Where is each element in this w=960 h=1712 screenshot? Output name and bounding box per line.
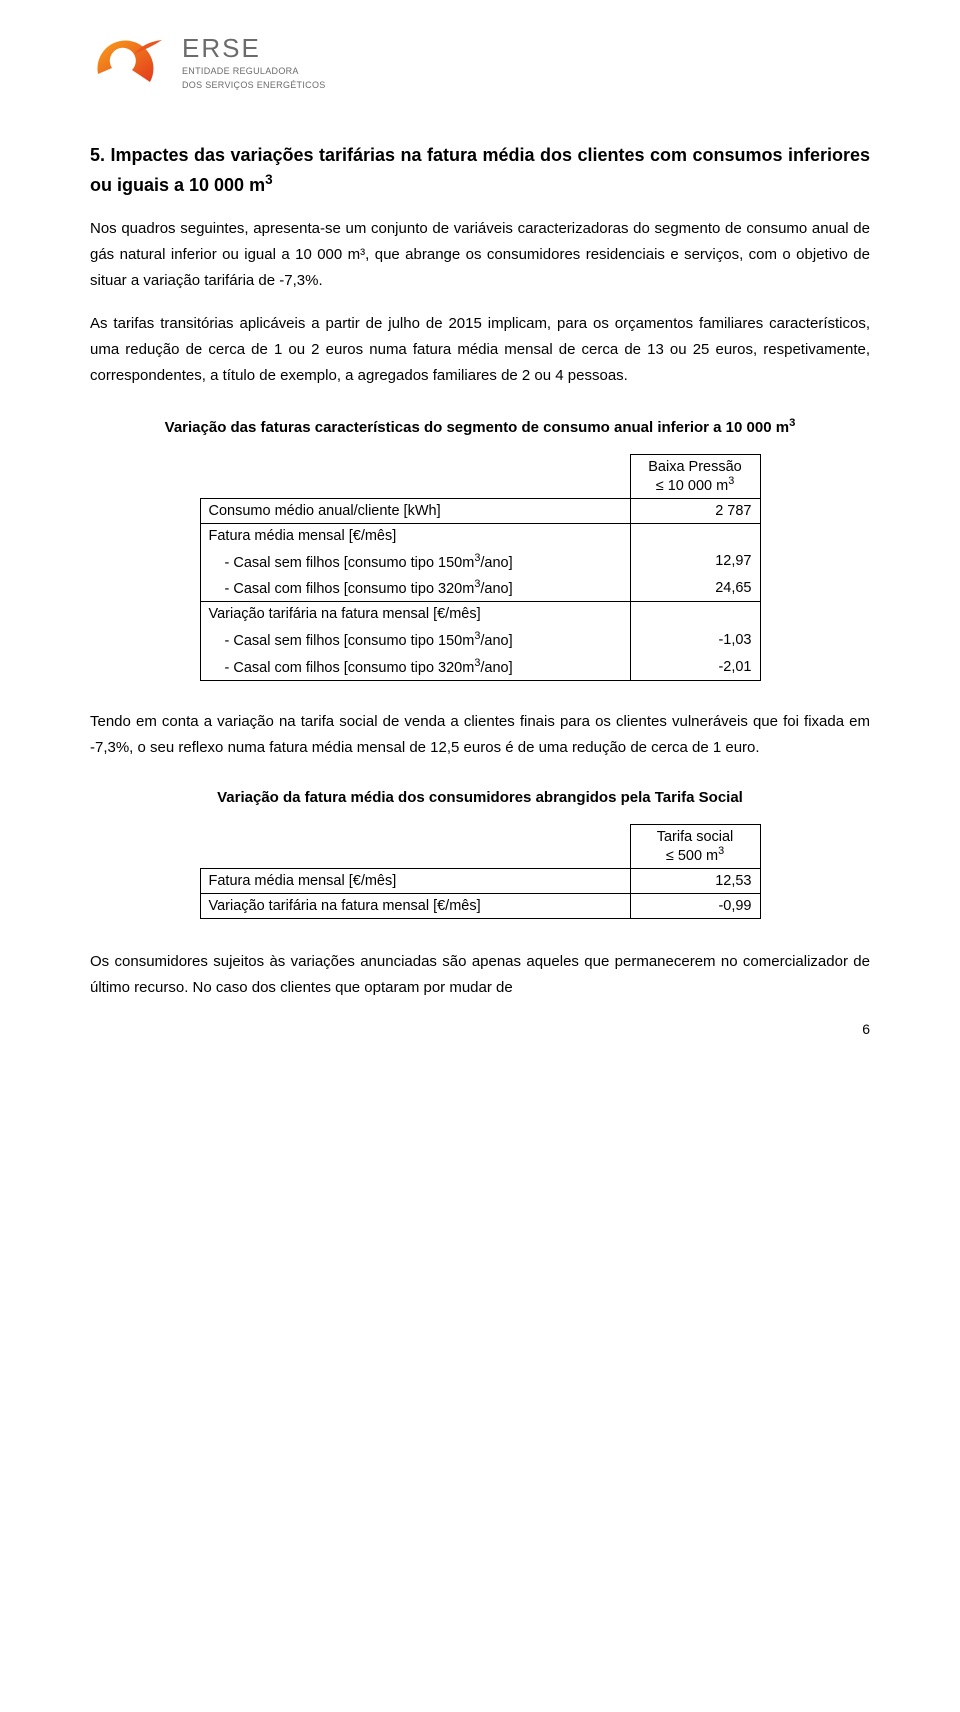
- table1-r2-label: Fatura média mensal [€/mês]: [200, 523, 630, 548]
- table1-r6-val: -1,03: [630, 626, 760, 653]
- table1-r6-label: - Casal sem filhos [consumo tipo 150m3/a…: [200, 626, 630, 653]
- paragraph-1: Nos quadros seguintes, apresenta-se um c…: [90, 216, 870, 295]
- table1-title: Variação das faturas características do …: [90, 415, 870, 440]
- table2-title: Variação da fatura média dos consumidore…: [90, 787, 870, 810]
- table1-r3-val: 12,97: [630, 548, 760, 575]
- table2-blank-header: [200, 824, 630, 868]
- table-row: - Casal com filhos [consumo tipo 320m3/a…: [200, 574, 760, 601]
- table2-r2-label: Variação tarifária na fatura mensal [€/m…: [200, 893, 630, 918]
- table1-r5-val: [630, 602, 760, 627]
- table1-r4-val: 24,65: [630, 574, 760, 601]
- table-1: Baixa Pressão≤ 10 000 m3 Consumo médio a…: [200, 454, 761, 681]
- table2-r2-val: -0,99: [630, 893, 760, 918]
- table-row: - Casal com filhos [consumo tipo 320m3/a…: [200, 653, 760, 680]
- table-row: - Casal sem filhos [consumo tipo 150m3/a…: [200, 626, 760, 653]
- table1-col-header: Baixa Pressão≤ 10 000 m3: [630, 454, 760, 498]
- table-row: Variação tarifária na fatura mensal [€/m…: [200, 893, 760, 918]
- table-row: Fatura média mensal [€/mês] 12,53: [200, 868, 760, 893]
- table2-r1-val: 12,53: [630, 868, 760, 893]
- table1-r7-label: - Casal com filhos [consumo tipo 320m3/a…: [200, 653, 630, 680]
- table2-col-header: Tarifa social≤ 500 m3: [630, 824, 760, 868]
- erse-logo-mark: [90, 30, 170, 94]
- table1-r3-label: - Casal sem filhos [consumo tipo 150m3/a…: [200, 548, 630, 575]
- table1-r1-label: Consumo médio anual/cliente [kWh]: [200, 498, 630, 523]
- section-title-text: 5. Impactes das variações tarifárias na …: [90, 145, 870, 195]
- erse-logo: ERSE ENTIDADE REGULADORA DOS SERVIÇOS EN…: [90, 30, 870, 94]
- erse-logo-text: ERSE ENTIDADE REGULADORA DOS SERVIÇOS EN…: [182, 33, 326, 91]
- page-number: 6: [90, 1021, 870, 1037]
- table1-r2-val: [630, 523, 760, 548]
- section-title: 5. Impactes das variações tarifárias na …: [90, 142, 870, 200]
- table-row: Variação tarifária na fatura mensal [€/m…: [200, 602, 760, 627]
- paragraph-3: Tendo em conta a variação na tarifa soci…: [90, 709, 870, 762]
- table-2: Tarifa social≤ 500 m3 Fatura média mensa…: [200, 824, 761, 919]
- brand-subtitle-2: DOS SERVIÇOS ENERGÉTICOS: [182, 80, 326, 91]
- table2-r1-label: Fatura média mensal [€/mês]: [200, 868, 630, 893]
- table-row: Consumo médio anual/cliente [kWh] 2 787: [200, 498, 760, 523]
- table1-r7-val: -2,01: [630, 653, 760, 680]
- table-row: Fatura média mensal [€/mês]: [200, 523, 760, 548]
- table1-r5-label: Variação tarifária na fatura mensal [€/m…: [200, 602, 630, 627]
- table1-r4-label: - Casal com filhos [consumo tipo 320m3/a…: [200, 574, 630, 601]
- brand-name: ERSE: [182, 33, 326, 64]
- brand-subtitle-1: ENTIDADE REGULADORA: [182, 66, 326, 77]
- paragraph-2: As tarifas transitórias aplicáveis a par…: [90, 311, 870, 390]
- paragraph-4: Os consumidores sujeitos às variações an…: [90, 949, 870, 1002]
- table1-r1-val: 2 787: [630, 498, 760, 523]
- table-row: - Casal sem filhos [consumo tipo 150m3/a…: [200, 548, 760, 575]
- table1-blank-header: [200, 454, 630, 498]
